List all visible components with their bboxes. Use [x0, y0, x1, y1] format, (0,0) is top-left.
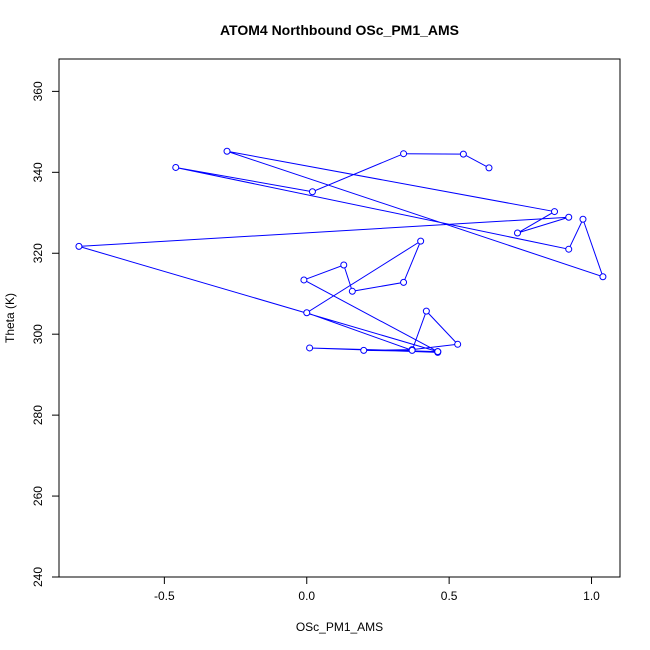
chart-title: ATOM4 Northbound OSc_PM1_AMS [220, 22, 459, 38]
data-point [417, 237, 425, 245]
data-point [400, 278, 408, 286]
data-point [348, 287, 356, 295]
data-point [434, 348, 442, 356]
series-line [78, 150, 604, 353]
x-tick-label: -0.5 [154, 589, 175, 603]
data-point [454, 340, 462, 348]
data-point [223, 147, 231, 155]
y-axis: 240 260 280 300 320 340 360 [31, 81, 60, 587]
data-point [172, 163, 180, 171]
y-axis-label: Theta (K) [3, 293, 17, 343]
y-tick-label: 320 [31, 243, 45, 263]
data-point [408, 346, 416, 354]
data-point [303, 309, 311, 317]
y-tick-label: 360 [31, 81, 45, 101]
x-tick-label: 0.0 [298, 589, 315, 603]
data-point [75, 242, 83, 250]
data-point [459, 150, 467, 158]
data-point [340, 261, 348, 269]
data-point [485, 164, 493, 172]
data-point [308, 188, 316, 196]
y-tick-label: 280 [31, 405, 45, 425]
data-point [360, 346, 368, 354]
y-tick-label: 260 [31, 486, 45, 506]
data-point [551, 208, 559, 216]
data-point [513, 229, 521, 237]
data-point [306, 344, 314, 352]
data-point [565, 213, 573, 221]
y-tick-label: 340 [31, 162, 45, 182]
data-point [400, 150, 408, 158]
x-axis-label: OSc_PM1_AMS [296, 620, 383, 634]
data-point [422, 307, 430, 315]
y-tick-label: 300 [31, 324, 45, 344]
data-point [565, 245, 573, 253]
plot-frame [58, 58, 621, 578]
x-tick-label: 0.5 [441, 589, 458, 603]
x-axis: -0.5 0.0 0.5 1.0 [154, 576, 600, 603]
y-tick-label: 240 [31, 567, 45, 587]
series-group [75, 147, 607, 356]
data-point [579, 215, 587, 223]
x-tick-label: 1.0 [583, 589, 600, 603]
data-point [599, 273, 607, 281]
data-point [300, 276, 308, 284]
